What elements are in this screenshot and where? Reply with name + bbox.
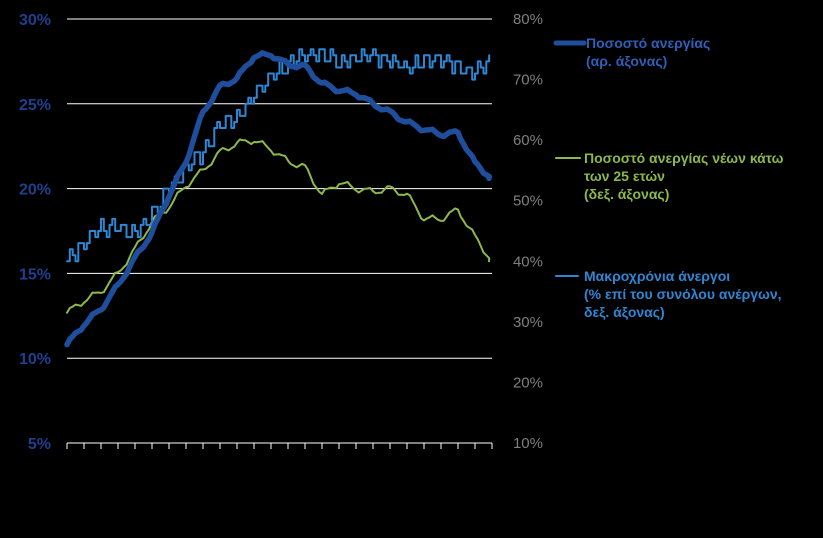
right-tick-label: 30%: [513, 314, 543, 331]
series-line-unemployment: [64, 50, 492, 348]
right-tick-label: 60%: [513, 132, 543, 149]
legend: Ποσοστό ανεργίας (αρ. άξονας) Ποσοστό ανερ…: [553, 35, 784, 320]
plot-area: [64, 48, 492, 348]
right-tick-label: 80%: [513, 11, 543, 28]
legend-label: (% επί του συνόλου ανέργων,: [584, 286, 782, 302]
legend-label: Ποσοστό ανεργίας νέων κάτω: [584, 150, 784, 166]
left-tick-label: 5%: [28, 436, 51, 453]
left-tick-label: 25%: [19, 97, 51, 114]
left-tick-label: 10%: [19, 351, 51, 368]
left-tick-label: 15%: [19, 266, 51, 283]
right-axis: 10% 20% 30% 40% 50% 60% 70% 80%: [513, 11, 543, 452]
legend-label: (αρ. άξονας): [586, 53, 667, 69]
legend-label: Μακροχρόνια άνεργοι: [584, 268, 730, 284]
right-tick-label: 20%: [513, 374, 543, 391]
right-tick-label: 70%: [513, 72, 543, 89]
left-axis: 5% 10% 15% 20% 25% 30%: [19, 12, 51, 453]
left-tick-label: 20%: [19, 182, 51, 199]
right-tick-label: 10%: [513, 435, 543, 452]
legend-label: δεξ. άξονας): [584, 304, 665, 320]
legend-label: (δεξ. άξονας): [584, 186, 669, 202]
right-tick-label: 40%: [513, 253, 543, 270]
x-axis: [66, 442, 493, 449]
series-line-youth: [66, 138, 491, 314]
left-tick-label: 30%: [19, 12, 51, 29]
legend-label: Ποσοστό ανεργίας: [586, 35, 710, 51]
gridlines: [67, 18, 492, 359]
legend-label: των 25 ετών: [584, 168, 665, 184]
right-tick-label: 50%: [513, 193, 543, 210]
